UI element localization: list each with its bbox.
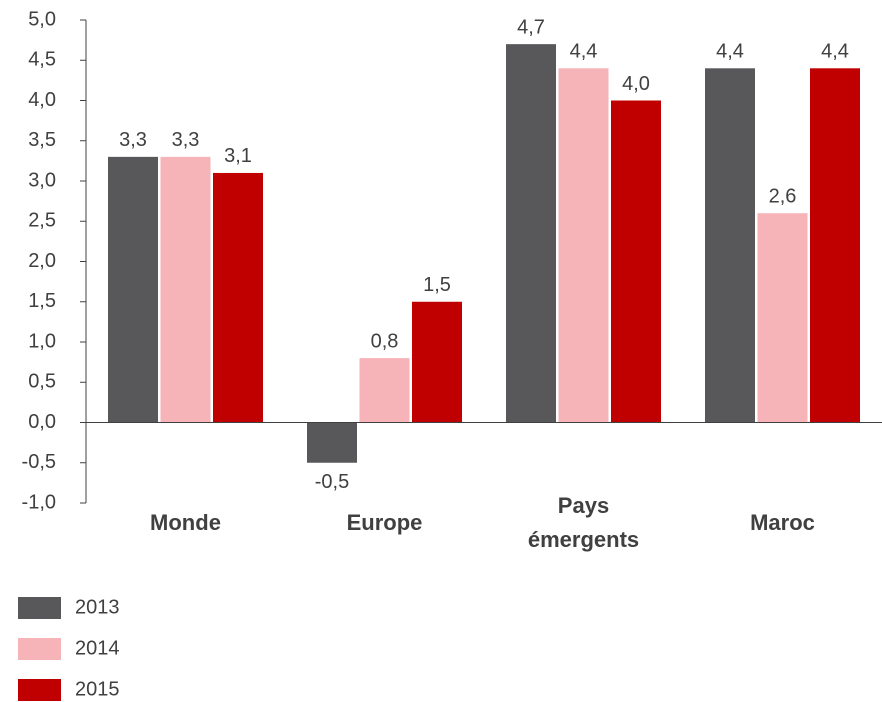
legend-label: 2015 [75, 678, 120, 700]
bar [359, 358, 410, 423]
x-tick-label: Pays émergents [527, 493, 640, 552]
bar [611, 100, 661, 423]
legend-swatch [18, 638, 61, 660]
value-label: 3,3 [172, 129, 200, 151]
value-label: 3,1 [224, 145, 252, 167]
y-tick-label: 0,0 [28, 411, 56, 433]
value-label: 4,4 [716, 41, 744, 63]
x-tick-label: Europe [346, 510, 423, 535]
y-tick-label: 4,0 [28, 89, 56, 111]
bar [213, 172, 263, 423]
bar [160, 156, 211, 423]
y-tick-label: 2,0 [28, 250, 56, 272]
legend-label: 2014 [75, 637, 120, 659]
bar [705, 68, 755, 423]
y-tick-label: -0,5 [22, 451, 56, 473]
y-tick-label: 3,0 [28, 169, 56, 191]
x-tick-label: Monde [150, 510, 221, 535]
bar [412, 301, 462, 423]
value-label: 1,5 [423, 274, 451, 296]
bar [810, 68, 860, 423]
y-tick-label: 5,0 [28, 8, 56, 30]
legend-swatch [18, 679, 61, 701]
bar [558, 68, 609, 423]
legend-swatch [18, 597, 61, 619]
x-tick-label: Maroc [750, 510, 815, 535]
y-tick-label: 4,5 [28, 49, 56, 71]
y-tick-label: 0,5 [28, 371, 56, 393]
value-label: 3,3 [119, 129, 147, 151]
value-label: 0,8 [371, 330, 399, 352]
bar [506, 44, 556, 423]
legend-label: 2013 [75, 596, 120, 618]
y-tick-label: 2,5 [28, 210, 56, 232]
bar [757, 213, 808, 423]
value-label: 4,4 [821, 41, 849, 63]
value-label: 2,6 [769, 185, 797, 207]
value-label: -0,5 [315, 471, 349, 493]
y-tick-label: 3,5 [28, 129, 56, 151]
value-label: 4,0 [622, 73, 650, 95]
bar [108, 156, 158, 423]
bar [307, 422, 357, 463]
value-label: 4,4 [570, 41, 598, 63]
y-tick-label: -1,0 [22, 491, 56, 513]
y-tick-label: 1,5 [28, 290, 56, 312]
y-tick-label: 1,0 [28, 330, 56, 352]
value-label: 4,7 [517, 16, 545, 38]
